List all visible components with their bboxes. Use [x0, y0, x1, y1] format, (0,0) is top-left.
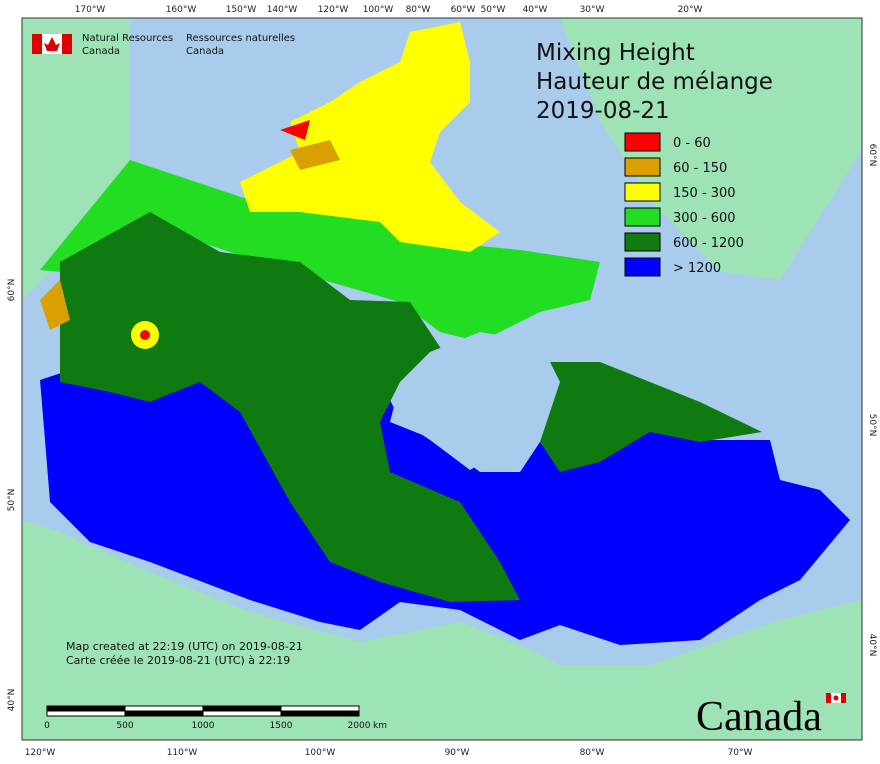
- map-title: 2019-08-21: [536, 98, 670, 124]
- scale-unit: km: [373, 721, 387, 731]
- scale-segment: [280, 705, 360, 712]
- flag-band: [62, 34, 72, 54]
- legend-swatch: [624, 232, 661, 252]
- frame-border: [21, 17, 863, 741]
- legend-swatch: [624, 132, 661, 152]
- map-title: Mixing Height: [536, 40, 695, 66]
- legend-label: 600 - 1200: [673, 236, 744, 251]
- region-dark-green-quebec: [520, 362, 762, 472]
- graticule-label-top: 20°W: [678, 5, 703, 15]
- region-yellow: [240, 22, 500, 252]
- org-name-en: Natural Resources: [82, 33, 173, 44]
- graticule-label-top: 150°W: [226, 5, 257, 15]
- flag-leaf: [44, 37, 60, 51]
- graticule-label-bottom: 100°W: [305, 748, 336, 758]
- scale-label: 1500: [270, 721, 293, 731]
- region-orange-west: [40, 280, 70, 330]
- graticule-label-top: 160°W: [166, 5, 197, 15]
- org-name-fr: Ressources naturelles: [186, 33, 295, 44]
- graticule-label-bottom: 120°W: [25, 748, 56, 758]
- legend-label: 150 - 300: [673, 186, 736, 201]
- map-title: Hauteur de mélange: [536, 69, 773, 95]
- legend-label: > 1200: [673, 261, 721, 276]
- flag-leaf: [833, 695, 839, 701]
- graticule-label-left: 60°N: [7, 279, 17, 302]
- org-name-fr: Canada: [186, 46, 224, 57]
- legend-label: 60 - 150: [673, 161, 727, 176]
- region-orange: [290, 140, 340, 170]
- legend-swatch: [624, 207, 661, 227]
- scale-label: 500: [116, 721, 133, 731]
- hotspot-inner: [140, 330, 150, 340]
- graticule-label-top: 50°W: [481, 5, 506, 15]
- legend-swatch: [624, 182, 661, 202]
- map-frame: [21, 17, 863, 741]
- scale-segment: [202, 705, 282, 712]
- scale-segment: [46, 705, 126, 712]
- graticule-label-right: 50°N: [867, 414, 877, 437]
- credit-line: Carte créée le 2019-08-21 (UTC) à 22:19: [66, 654, 290, 667]
- region-green: [40, 160, 600, 342]
- graticule-label-bottom: 90°W: [445, 748, 470, 758]
- scale-segment: [280, 710, 360, 717]
- greenland: [560, 18, 862, 280]
- graticule-label-top: 120°W: [318, 5, 349, 15]
- scale-segment: [46, 710, 126, 717]
- flag-band: [32, 34, 42, 54]
- flag-band: [841, 693, 846, 703]
- united-states: [22, 520, 862, 740]
- graticule-label-top: 30°W: [580, 5, 605, 15]
- graticule-label-top: 100°W: [363, 5, 394, 15]
- region-red: [280, 120, 310, 140]
- flag-logo: [32, 34, 72, 54]
- graticule-label-bottom: 80°W: [580, 748, 605, 758]
- graticule-label-bottom: 70°W: [728, 748, 753, 758]
- graticule-label-top: 170°W: [75, 5, 106, 15]
- hudson-bay: [390, 332, 560, 472]
- graticule-label-top: 60°W: [451, 5, 476, 15]
- graticule-label-top: 80°W: [406, 5, 431, 15]
- graticule-label-left: 40°N: [7, 689, 17, 712]
- legend-label: 300 - 600: [673, 211, 736, 226]
- credit-line: Map created at 22:19 (UTC) on 2019-08-21: [66, 640, 303, 653]
- org-name-en: Canada: [82, 46, 120, 57]
- legend-swatch: [624, 157, 661, 177]
- scale-segment: [124, 705, 204, 712]
- legend-label: 0 - 60: [673, 136, 711, 151]
- scale-label: 2000: [348, 721, 371, 731]
- graticule-label-bottom: 110°W: [167, 748, 198, 758]
- graticule-label-top: 40°W: [523, 5, 548, 15]
- graticule-label-right: 60°N: [867, 144, 877, 167]
- alaska: [22, 18, 130, 300]
- scale-label: 0: [44, 721, 50, 731]
- flag-band: [826, 693, 831, 703]
- wordmark: Canada: [696, 694, 822, 740]
- legend-swatch: [624, 257, 661, 277]
- scale-segment: [202, 710, 282, 717]
- scale-segment: [124, 710, 204, 717]
- region-dark-green: [60, 212, 520, 602]
- scale-label: 1000: [192, 721, 215, 731]
- graticule-label-left: 50°N: [7, 489, 17, 512]
- wordmark-flag: [826, 693, 846, 703]
- graticule-label-top: 140°W: [267, 5, 298, 15]
- graticule-label-right: 40°N: [867, 634, 877, 657]
